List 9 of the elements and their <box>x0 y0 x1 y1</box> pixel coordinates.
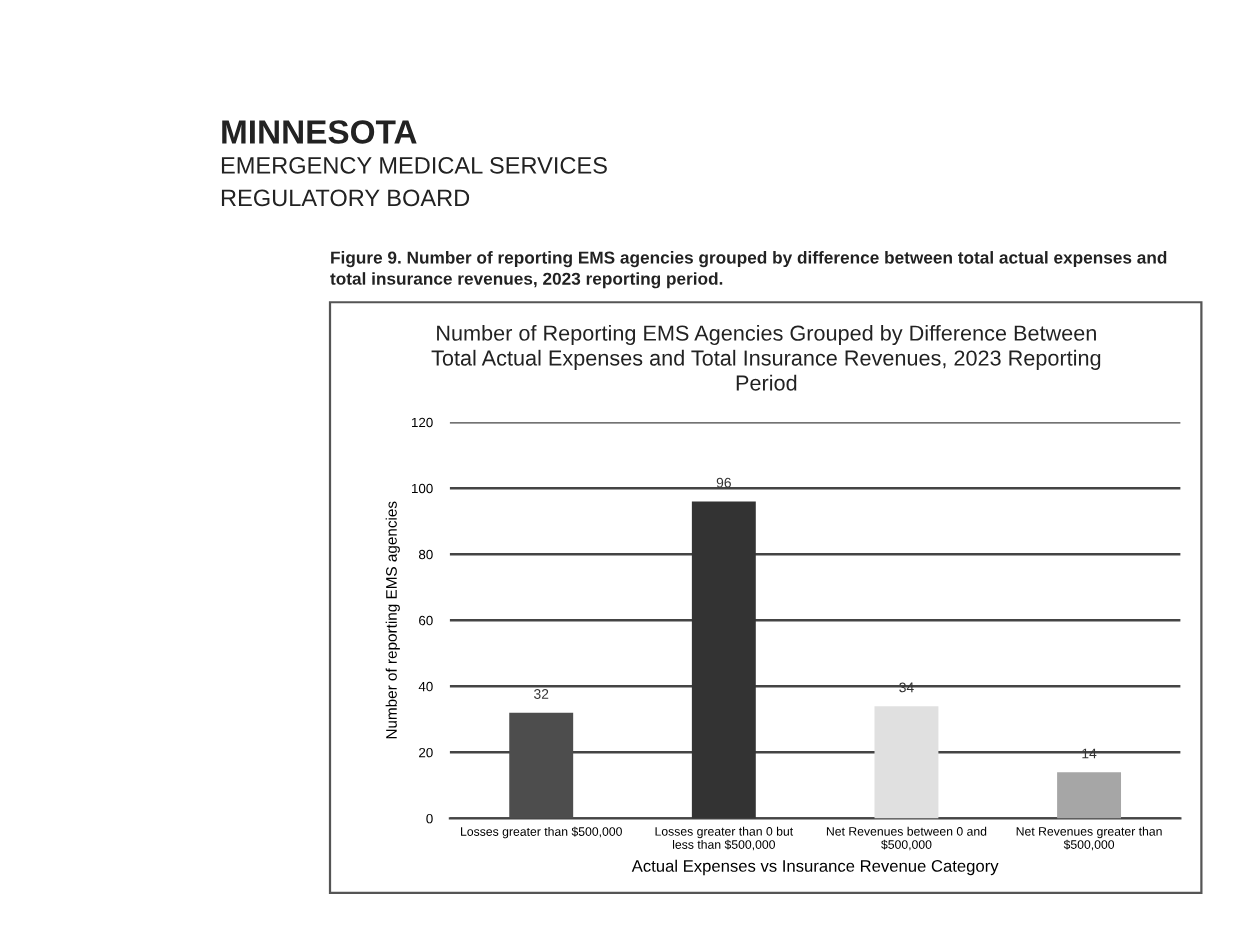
text: REGULATORY BOARD <box>221 189 470 207</box>
text: EMERGENCY MEDICAL SERVICES <box>221 157 607 174</box>
bar <box>691 501 756 819</box>
x-axis-title: Actual Expenses vs Insurance Revenue Category <box>631 859 999 876</box>
bar <box>874 706 939 819</box>
text: MINNESOTA <box>222 120 417 144</box>
chart-subtitle: Figure 9. Number of reporting EMS agencies grouped by difference between total actual expenses and total insurance revenues, 2023 reporting period. <box>330 251 1167 289</box>
chart-title: Number of Reporting EMS Agencies Grouped by Difference Between Total Actual Expenses and Total Insurance Revenues, 2023 Reporting Period <box>431 324 1101 391</box>
bar <box>1057 772 1122 819</box>
